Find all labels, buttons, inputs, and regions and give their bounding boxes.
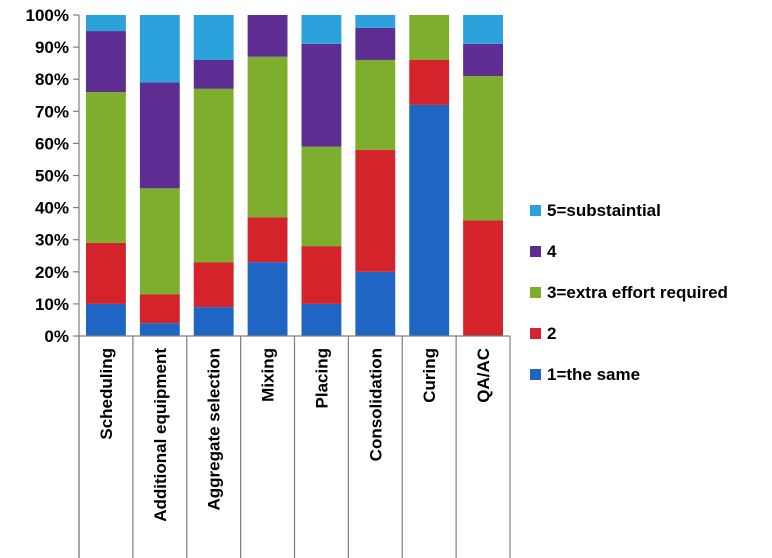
x-tick-label: Scheduling [97, 348, 116, 440]
y-tick-label: 10% [35, 295, 69, 314]
legend-label: 2 [547, 324, 556, 343]
x-tick-label: Aggregate selection [205, 348, 224, 511]
bar-segment [463, 15, 503, 44]
bar-segment [247, 56, 288, 218]
x-tick-label: Curing [420, 348, 439, 403]
y-tick-label: 30% [35, 231, 69, 250]
bar-segment [301, 43, 342, 147]
bar-segment [86, 15, 126, 32]
legend-label: 4 [547, 242, 557, 261]
x-tick-label: Mixing [259, 348, 278, 402]
bar-segment [355, 27, 396, 60]
bar-segment [355, 271, 396, 336]
bar-segment [86, 92, 126, 243]
bar-segment [139, 82, 180, 189]
bar-segment [247, 15, 288, 57]
bar-segment [193, 15, 234, 60]
bar-segment [86, 31, 126, 93]
bar-segment [193, 88, 234, 263]
legend-swatch [530, 246, 541, 257]
bar-segment [463, 43, 503, 76]
bar-segment [355, 15, 396, 28]
bar-segment [409, 15, 450, 60]
legend: 5=substaintial 4 3=extra effort required 2 1… [530, 201, 728, 384]
legend-label: 3=extra effort required [547, 283, 728, 302]
legend-swatch [530, 205, 541, 216]
bar-segment [301, 15, 342, 44]
bar-segment [139, 188, 180, 295]
bar-segment [301, 146, 342, 247]
bar-segment [301, 303, 342, 336]
y-tick-label: 60% [35, 134, 69, 153]
x-axis: Scheduling Additional equipment Aggregate … [78, 335, 511, 558]
bar-segment [247, 217, 288, 263]
bar-segment [247, 262, 288, 336]
bar-segment [193, 262, 234, 308]
x-tick-label: QA/AC [474, 348, 493, 403]
y-tick-label: 80% [35, 70, 69, 89]
x-tick-label: Additional equipment [151, 348, 170, 522]
legend-label: 5=substaintial [547, 201, 661, 220]
y-tick-label: 50% [35, 167, 69, 186]
bar-segment [193, 59, 234, 89]
bar-segment [409, 104, 450, 336]
bar-segment [301, 246, 342, 304]
y-tick-label: 90% [35, 38, 69, 57]
legend-swatch [530, 328, 541, 339]
bar-segment [193, 307, 234, 336]
x-tick-label: Placing [312, 348, 331, 408]
y-tick-label: 100% [26, 6, 69, 25]
y-tick-label: 40% [35, 199, 69, 218]
y-tick-label: 0% [44, 327, 69, 346]
bar-segment [139, 294, 180, 324]
plot-area [86, 15, 503, 336]
legend-swatch [530, 287, 541, 298]
bar-segment [463, 75, 503, 221]
bar-segment [86, 242, 126, 304]
legend-swatch [530, 369, 541, 380]
bar-segment [355, 59, 396, 150]
bar-segment [139, 323, 180, 336]
bar-segment [139, 15, 180, 83]
y-tick-label: 20% [35, 263, 69, 282]
bar-segment [409, 59, 450, 105]
y-axis: 0% 10% 20% 30% 40% 50% 60% 70% 80% 90% 100% [26, 6, 80, 558]
y-tick-label: 70% [35, 102, 69, 121]
legend-label: 1=the same [547, 365, 640, 384]
x-tick-label: Consolidation [366, 348, 385, 461]
bar-segment [86, 303, 126, 336]
bar-segment [463, 220, 503, 336]
bar-segment [355, 149, 396, 272]
